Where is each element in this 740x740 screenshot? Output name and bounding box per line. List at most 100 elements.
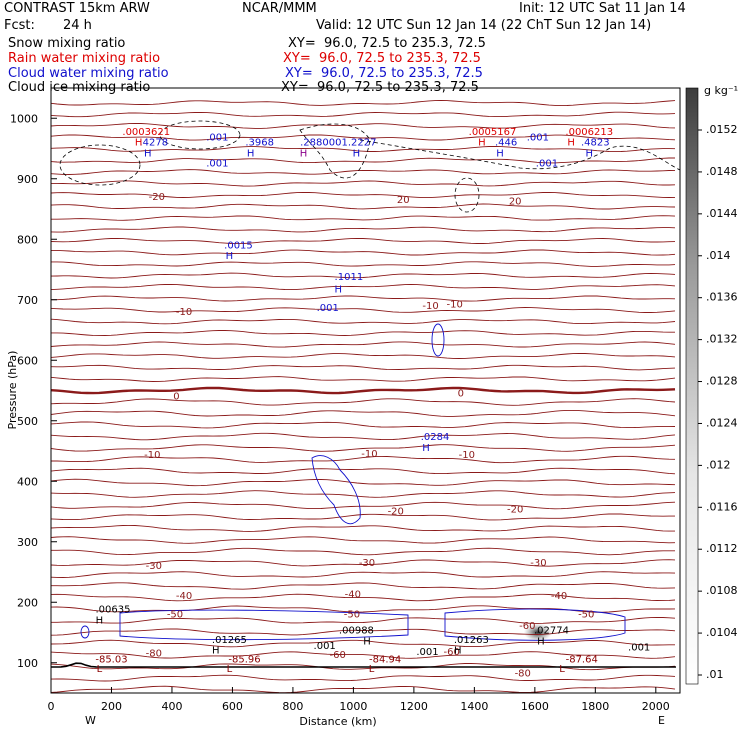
- extremum-label: L: [369, 664, 375, 675]
- colorbar-tick-label: .0144: [706, 207, 738, 220]
- extremum-label: H: [135, 137, 143, 148]
- isotherm-label: -80: [146, 649, 162, 660]
- extremum-label: .00988: [339, 626, 374, 637]
- colorbar-tick-label: .0136: [706, 291, 738, 304]
- snow-contour: [299, 123, 371, 179]
- isotherm-line: [51, 559, 676, 567]
- snow-contour: [159, 120, 241, 150]
- isotherm-line: [51, 157, 675, 164]
- y-tick-label: 900: [17, 173, 38, 186]
- isotherm-line: [51, 341, 676, 348]
- x-tick-label: 2000: [642, 700, 670, 713]
- y-tick-label: 300: [17, 536, 38, 549]
- cloud-water-contour: [311, 455, 361, 525]
- isotherm-line: [51, 663, 676, 671]
- isotherm-line: [51, 467, 676, 475]
- isotherm-label: -20: [149, 192, 165, 203]
- extremum-label: H: [300, 148, 308, 159]
- x-tick-label: 1000: [339, 700, 367, 713]
- colorbar-tick-label: .0116: [706, 500, 738, 513]
- isotherm-zero: [51, 386, 676, 395]
- isotherm-line: [51, 478, 676, 487]
- extremum-label: .00635: [95, 605, 130, 616]
- isotherm-line: [51, 134, 676, 141]
- y-tick-label: 1000: [10, 112, 38, 125]
- isotherm-line: [51, 330, 675, 337]
- isotherm-line: [51, 685, 676, 693]
- extremum-label: H: [537, 637, 545, 648]
- isotherm-label: -40: [345, 589, 361, 600]
- isotherm-label: -10: [176, 307, 192, 318]
- isotherm-line: [51, 582, 676, 590]
- snow-contour: [59, 144, 141, 186]
- isotherm-line: [51, 432, 676, 441]
- cloud-water-contour: [444, 608, 626, 641]
- valid-time: Valid: 12 UTC Sun 12 Jan 14 (22 ChT Sun …: [316, 18, 652, 33]
- extremum-label: H: [226, 251, 234, 262]
- legend-rain-xy: XY= 96.0, 72.5 to 235.3, 72.5: [283, 51, 481, 66]
- extremum-label: .001: [416, 647, 438, 658]
- extremum-label: .0015: [224, 240, 253, 251]
- isotherm-line: [51, 261, 676, 267]
- isotherm-label: 20: [397, 195, 410, 206]
- extremum-label: H: [567, 137, 575, 148]
- x-tick-label: 1400: [460, 700, 488, 713]
- colorbar: [685, 87, 699, 685]
- isotherm-label: -50: [578, 609, 594, 620]
- isotherm-line: [51, 616, 676, 624]
- y-tick-label: 800: [17, 233, 38, 246]
- isotherm-line: [51, 674, 676, 682]
- legend-snow: Snow mixing ratio: [8, 36, 126, 51]
- extremum-label: .4823: [581, 137, 610, 148]
- isotherm-line: [51, 593, 676, 602]
- x-tick-label: 0: [48, 700, 55, 713]
- colorbar-tick-label: .0124: [706, 416, 738, 429]
- snow-contour: [454, 177, 480, 213]
- extremum-label: .02774: [534, 626, 569, 637]
- extremum-label: .2880001.2227: [300, 137, 376, 148]
- isotherm-line: [51, 307, 676, 313]
- isotherm-line: [51, 571, 676, 578]
- extremum-label: .001: [206, 159, 228, 170]
- isotherm-label: -50: [167, 609, 183, 620]
- isotherm-label: -50: [344, 609, 360, 620]
- colorbar-ticks: .0152 .0148 .0144 .014 .0136 .0132 .0128 .0124.…: [698, 123, 738, 681]
- isotherm-line: [51, 524, 675, 532]
- extremum-label: -85.03: [95, 655, 127, 666]
- isotherm-label: -10: [361, 449, 377, 460]
- cloud-water-contour: [431, 323, 445, 357]
- extremum-label: -87.64: [566, 655, 598, 666]
- surface-line: [51, 662, 676, 668]
- extremum-label: H: [212, 646, 220, 657]
- isotherm-label: -10: [144, 450, 160, 461]
- cloud-water-contour: [119, 609, 409, 641]
- colorbar-tick-label: .0112: [706, 542, 738, 555]
- x-tick-label: 1800: [581, 700, 609, 713]
- model-name: CONTRAST 15km ARW: [4, 1, 150, 16]
- isotherm-label: 0: [458, 389, 464, 400]
- x-tick-label: 400: [161, 700, 182, 713]
- isotherm-label: -20: [388, 507, 404, 518]
- colorbar-tick-label: .0148: [706, 165, 738, 178]
- colorbar-tick-label: .0108: [706, 584, 738, 597]
- legend-rain: Rain water mixing ratio: [8, 51, 161, 66]
- extremum-label: L: [227, 664, 233, 675]
- isotherm-line: [51, 352, 676, 359]
- isotherm-line: [51, 409, 676, 417]
- x-tick-label: 600: [222, 700, 243, 713]
- isotherm-label: -20: [507, 505, 523, 516]
- extremum-label: .0005167: [469, 127, 517, 138]
- plot-frame: [50, 87, 681, 694]
- isotherm-line: [51, 444, 676, 452]
- extremum-label: L: [559, 664, 565, 675]
- snow-contour: [359, 139, 680, 171]
- extremum-label: -85.96: [228, 655, 260, 666]
- extremum-label: .001: [527, 133, 549, 144]
- extremum-label: H: [144, 148, 152, 159]
- isotherm-label: 20: [509, 197, 522, 208]
- isotherm-line: [51, 237, 676, 245]
- legend-cloud-water: Cloud water mixing ratio: [8, 66, 169, 81]
- isotherm-line: [51, 398, 676, 406]
- extremum-label: .0284: [421, 432, 450, 443]
